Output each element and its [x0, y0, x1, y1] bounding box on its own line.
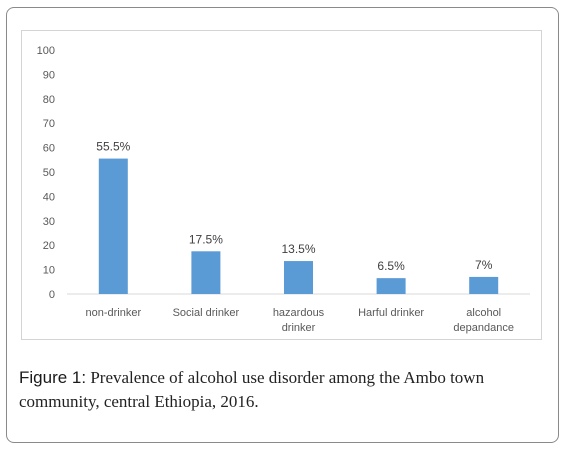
y-tick-label: 60: [43, 143, 55, 155]
y-tick-label: 40: [43, 191, 55, 203]
y-tick-label: 0: [49, 289, 55, 301]
y-tick-label: 80: [43, 94, 55, 106]
y-tick-label: 20: [43, 240, 55, 252]
y-axis-ticks: 0 10 20 30 40 50 60 70 80 90 100: [37, 45, 55, 301]
y-tick-label: 10: [43, 265, 55, 277]
x-category-label: alcohol: [466, 307, 501, 319]
bar: [469, 276, 499, 294]
bar-chart: 0 10 20 30 40 50 60 70 80 90 100 55.5% 17.5% 13.5% 6.…: [37, 45, 530, 334]
x-category-label: depandance: [453, 322, 514, 334]
x-category-label: Harful drinker: [358, 307, 424, 319]
bar: [284, 261, 313, 294]
y-tick-label: 30: [43, 216, 55, 228]
x-category-label: drinker: [282, 322, 316, 334]
x-category-label: hazardous: [273, 307, 325, 319]
category-labels: non-drinker Social drinker hazardous drinke…: [85, 307, 514, 334]
y-tick-label: 50: [43, 167, 55, 179]
x-category-label: Social drinker: [173, 307, 240, 319]
y-tick-label: 90: [43, 69, 55, 81]
y-tick-label: 100: [37, 45, 55, 57]
data-labels: 55.5% 17.5% 13.5% 6.5% 7%: [96, 140, 492, 274]
bar: [98, 158, 128, 294]
y-tick-label: 70: [43, 118, 55, 130]
bar: [191, 251, 221, 294]
caption-label: Figure 1:: [19, 368, 87, 387]
data-label: 7%: [475, 258, 493, 272]
data-label: 17.5%: [189, 232, 223, 246]
bar: [376, 278, 406, 294]
bars: [98, 158, 499, 294]
data-label: 6.5%: [377, 259, 405, 273]
data-label: 55.5%: [96, 140, 130, 154]
data-label: 13.5%: [281, 242, 315, 256]
x-category-label: non-drinker: [85, 307, 141, 319]
figure-caption: Figure 1: Prevalence of alcohol use diso…: [19, 366, 549, 414]
caption-text: Prevalence of alcohol use disorder among…: [19, 368, 485, 411]
